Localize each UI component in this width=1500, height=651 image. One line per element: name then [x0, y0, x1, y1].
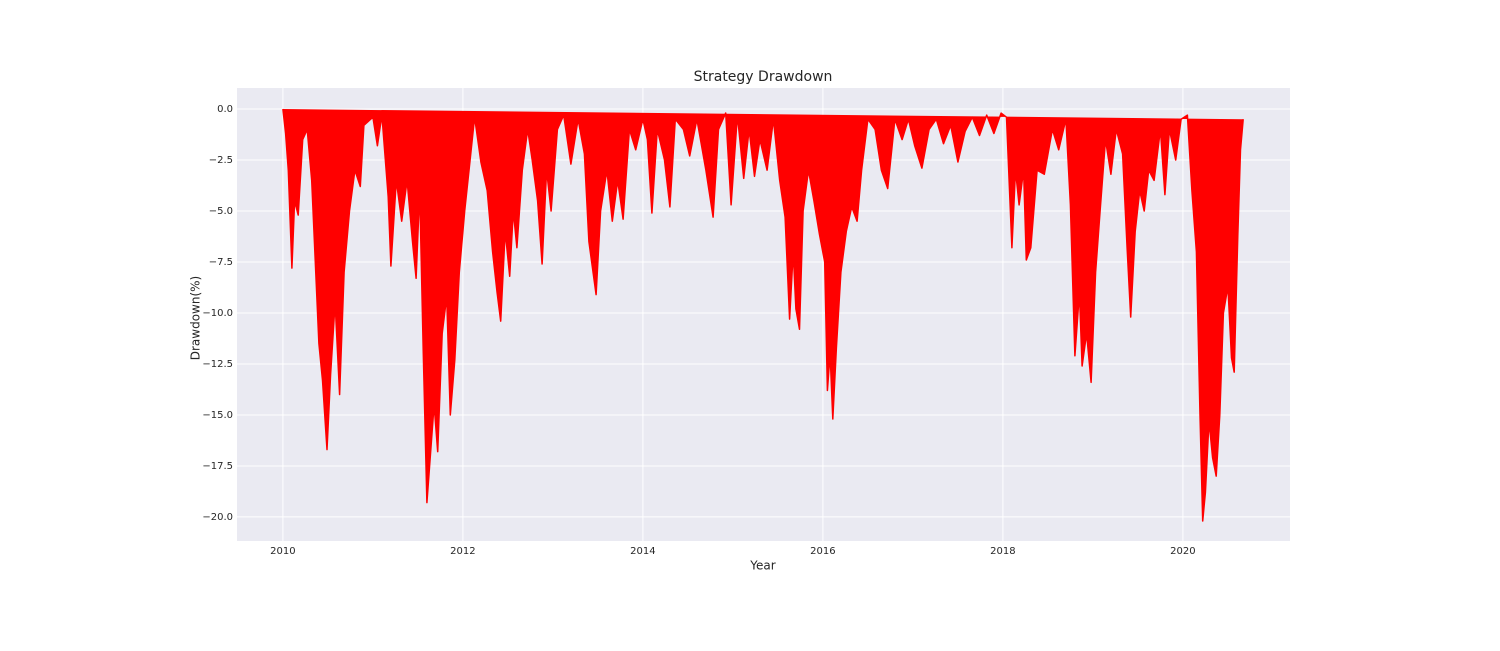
y-tick-label: −12.5	[202, 359, 233, 370]
y-tick-label: −15.0	[202, 410, 233, 421]
x-tick-label: 2012	[450, 546, 475, 557]
drawdown-area	[282, 108, 1244, 522]
y-tick-label: −17.5	[202, 461, 233, 472]
y-tick-label: −10.0	[202, 308, 233, 319]
x-tick-label: 2020	[1170, 546, 1195, 557]
x-axis-label: Year	[749, 559, 775, 573]
y-tick-label: −2.5	[209, 155, 233, 166]
chart-title: Strategy Drawdown	[694, 69, 833, 85]
y-axis-label: Drawdown(%)	[189, 276, 203, 361]
y-tick-label: −5.0	[209, 206, 233, 217]
y-tick-label: −20.0	[202, 512, 233, 523]
x-tick-label: 2016	[810, 546, 835, 557]
x-tick-label: 2010	[270, 546, 295, 557]
x-tick-label: 2018	[990, 546, 1015, 557]
x-tick-label: 2014	[630, 546, 655, 557]
y-tick-label: 0.0	[217, 104, 233, 115]
y-tick-label: −7.5	[209, 257, 233, 268]
